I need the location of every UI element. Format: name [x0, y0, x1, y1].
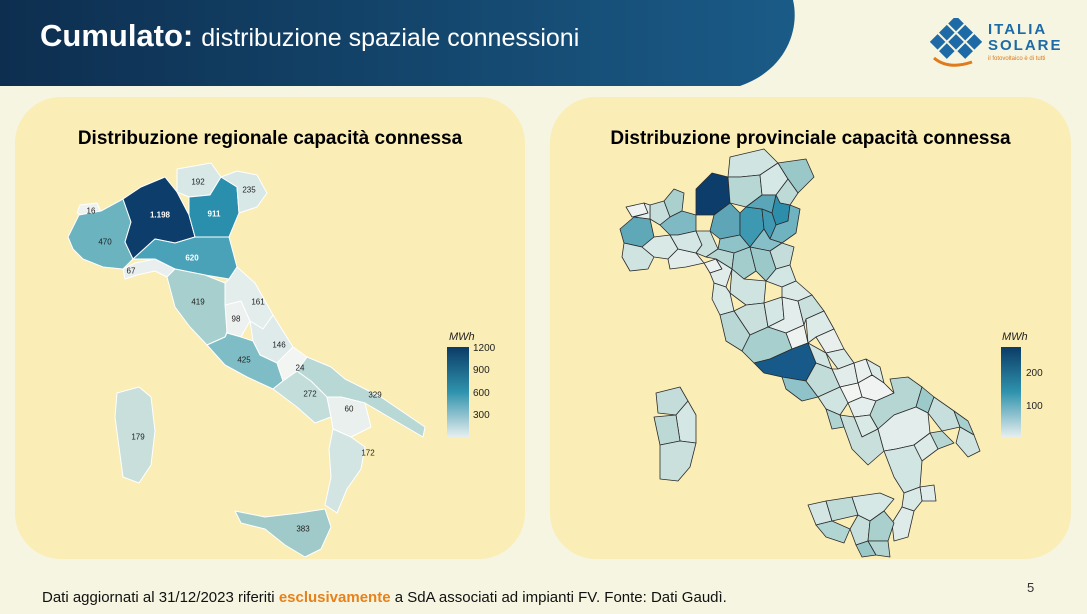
province-udine: [777, 158, 815, 194]
italia-solare-logo: ITALIA SOLARE il fotovoltaico è di tutti: [928, 15, 1068, 68]
provincial-map: [619, 148, 1021, 558]
province-caserta: [817, 386, 849, 416]
region-label-trentino: 192: [191, 177, 205, 187]
province-crotone: [919, 484, 937, 502]
provincial-legend-tick-200: 200: [1026, 368, 1043, 379]
region-label-lombardia: 1.198: [149, 210, 171, 220]
region-label-molise: 24: [295, 363, 305, 373]
region-label-emilia-romagna: 620: [185, 253, 199, 263]
regional-legend-tick-600: 600: [473, 388, 490, 399]
province-catanzaro: [901, 486, 923, 512]
provincial-map-title: Distribuzione provinciale capacità conne…: [610, 128, 1011, 149]
footer-note: Dati aggiornati al 31/12/2023 riferiti e…: [42, 589, 727, 606]
region-label-liguria: 67: [126, 266, 136, 276]
province-lecce: [955, 426, 981, 458]
region-label-marche: 161: [251, 297, 265, 307]
region-lazio: [206, 332, 284, 390]
region-label-umbria: 98: [231, 314, 241, 324]
province-varese: [663, 188, 685, 218]
provincial-legend-title: MWh: [1002, 331, 1028, 343]
province-siracusa: [867, 540, 891, 558]
region-label-campania: 272: [303, 389, 317, 399]
region-label-sicilia: 383: [296, 524, 310, 534]
region-puglia: [296, 356, 426, 438]
regional-legend-tick-300: 300: [473, 410, 490, 421]
region-label-sardegna: 179: [131, 432, 145, 442]
region-label-toscana: 419: [191, 297, 205, 307]
province-ferrara: [769, 242, 795, 270]
page-number: 5: [1027, 580, 1035, 595]
regional-legend-title: MWh: [449, 331, 475, 343]
province-sud-sardegna: [659, 440, 697, 482]
provincial-legend-tick-100: 100: [1026, 401, 1043, 412]
province-latina: [781, 376, 819, 402]
logo-word-italia: ITALIA: [988, 21, 1048, 38]
region-label-valle-d-aosta: 16: [86, 206, 96, 216]
province-oristano: [653, 414, 681, 446]
region-sicilia: [234, 508, 332, 558]
region-calabria: [324, 428, 366, 514]
region-basilicata: [326, 396, 372, 438]
regional-map-title: Distribuzione regionale capacità conness…: [77, 128, 463, 149]
region-piemonte: [67, 198, 134, 270]
page-title-sub: distribuzione spaziale connessioni: [201, 24, 580, 52]
regional-legend-bar: [447, 347, 469, 437]
footer-text-before: Dati aggiornati al 31/12/2023 riferiti: [42, 589, 279, 606]
province-agrigento: [815, 520, 851, 544]
page-title: Cumulato: distribuzione spaziale connessi…: [40, 18, 579, 54]
province-cosenza: [883, 444, 923, 494]
province-reggio: [891, 506, 915, 542]
region-label-lazio: 425: [237, 355, 251, 365]
province-catania: [867, 510, 895, 542]
regional-legend-tick-900: 900: [473, 365, 490, 376]
footer-highlight: esclusivamente: [278, 589, 391, 606]
region-label-veneto: 911: [207, 209, 221, 219]
page-title-main: Cumulato:: [40, 18, 194, 53]
logo-word-solare: SOLARE: [988, 37, 1063, 54]
solar-panel-logo-icon: [929, 15, 983, 67]
footer-text-after: a SdA associati ad impianti FV. Fonte: D…: [390, 589, 727, 606]
region-friuli: [220, 170, 268, 214]
header-banner: [0, 0, 795, 86]
region-label-basilicata: 60: [344, 404, 354, 414]
region-label-abruzzo: 146: [272, 340, 286, 350]
provincial-map-panel: Distribuzione provinciale capacità conne…: [550, 97, 1071, 559]
regional-map: [67, 162, 469, 558]
provincial-legend-bar: [1001, 347, 1021, 437]
region-label-friuli: 235: [242, 185, 256, 195]
region-label-puglia: 329: [368, 390, 382, 400]
region-sardegna: [114, 386, 156, 484]
region-label-calabria: 172: [361, 448, 375, 458]
regional-legend-tick-1200: 1200: [473, 343, 496, 354]
region-label-piemonte: 470: [98, 237, 112, 247]
logo-tagline: il fotovoltaico è di tutti: [988, 56, 1046, 62]
regional-map-panel: Distribuzione regionale capacità conness…: [15, 97, 525, 559]
province-vercelli: [633, 202, 651, 220]
